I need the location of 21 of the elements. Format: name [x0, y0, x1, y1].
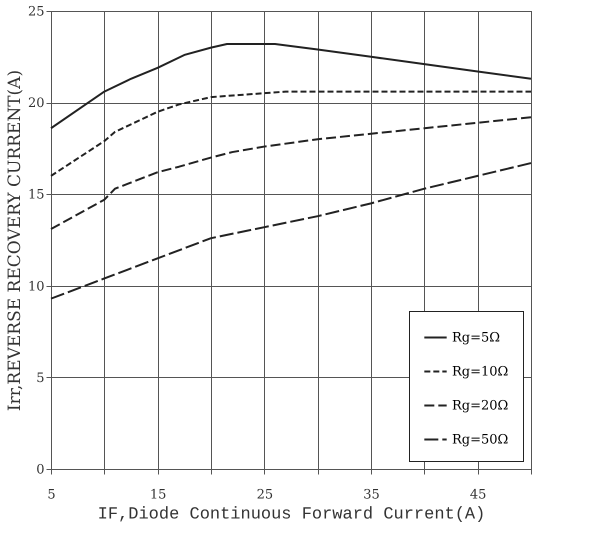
y-tick-label: 5 [36, 370, 44, 386]
x-tick-label: 35 [363, 488, 380, 502]
legend-label: Rg=50Ω [452, 432, 508, 448]
line-series [50, 162, 532, 300]
x-tick-label: 5 [47, 488, 56, 502]
legend-label: Rg=20Ω [452, 398, 508, 414]
x-axis-title: IF,Diode Continuous Forward Current(A) [98, 506, 486, 524]
legend-label: Rg=5Ω [452, 330, 500, 346]
line-series [50, 90, 532, 177]
y-axis-title: Irr,REVERSE RECOVERY CURRENT(A) [4, 70, 25, 412]
line-series [50, 116, 532, 230]
line-series [50, 42, 532, 130]
y-tick-label: 25 [28, 4, 44, 20]
x-tick-label: 45 [470, 488, 486, 502]
legend-label: Rg=10Ω [452, 364, 508, 380]
x-tick-label: 15 [150, 488, 166, 502]
y-tick-label: 0 [36, 462, 44, 478]
y-tick-label: 20 [28, 96, 44, 112]
y-tick-label: 10 [28, 279, 44, 294]
x-tick-label: 25 [256, 488, 274, 502]
y-tick-label: 15 [28, 188, 44, 203]
